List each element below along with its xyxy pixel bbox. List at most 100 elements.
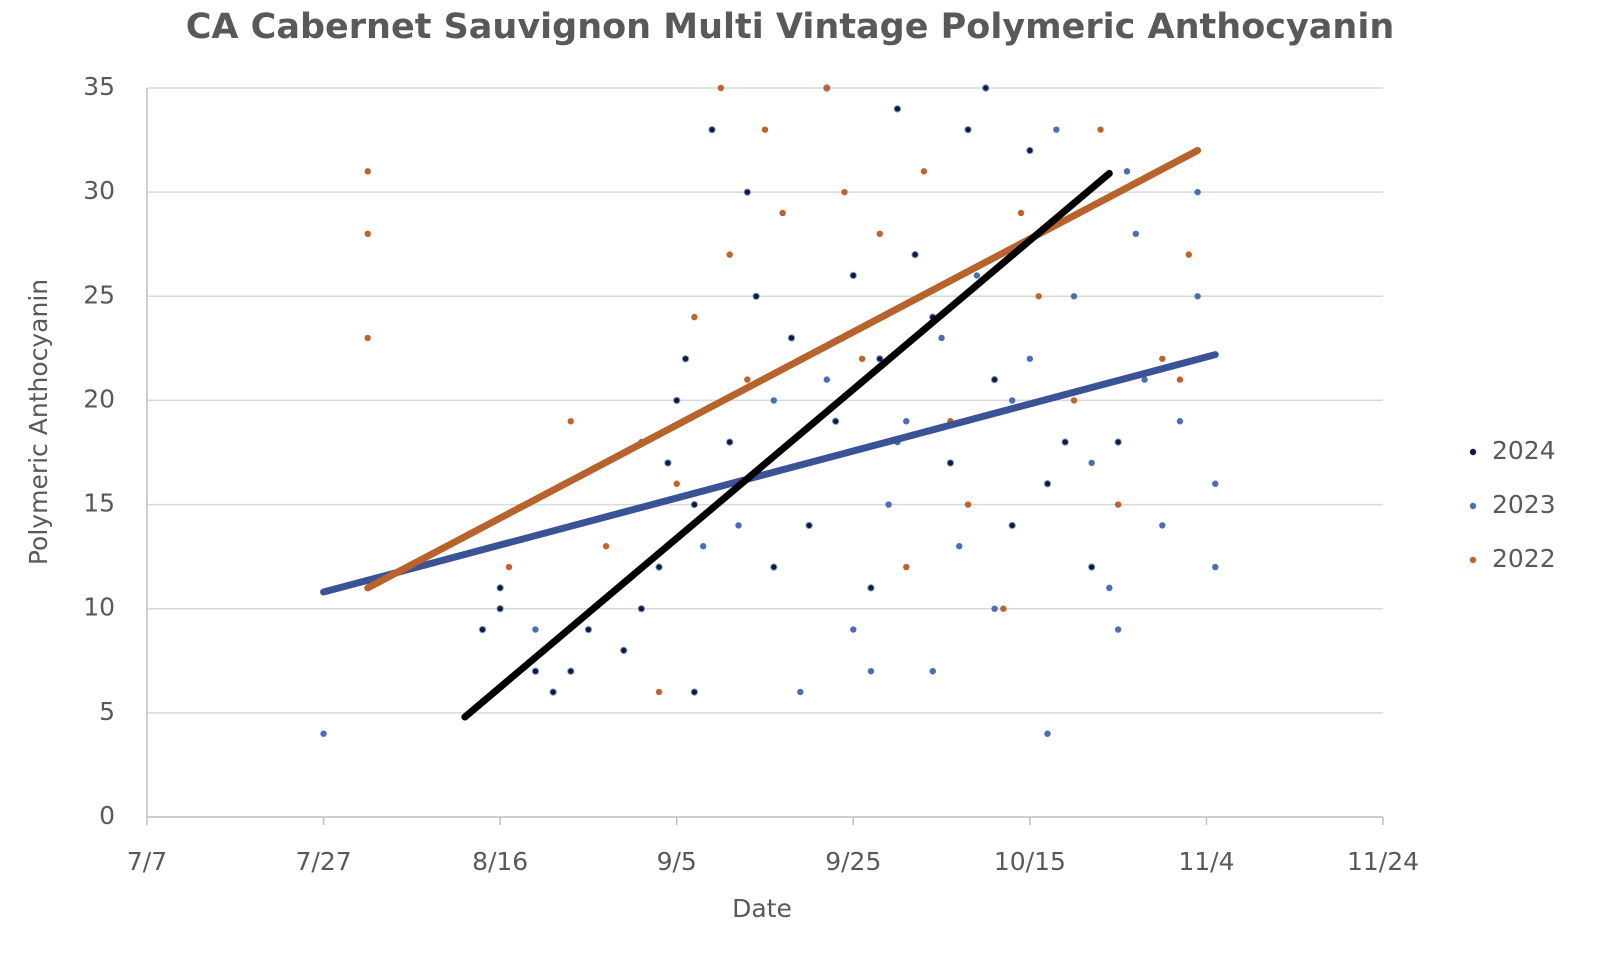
point: [858, 355, 866, 362]
point: [1061, 438, 1069, 446]
point: [1026, 355, 1034, 362]
point: [1000, 605, 1007, 612]
point: [956, 543, 963, 550]
point: [752, 292, 760, 300]
point: [655, 688, 663, 696]
point: [655, 563, 663, 571]
point: [911, 250, 919, 259]
point: [637, 605, 646, 613]
y-tick-label: 35: [83, 72, 115, 101]
point: [364, 230, 371, 237]
y-tick-label: 5: [99, 697, 115, 726]
point: [1070, 397, 1078, 404]
point: [1026, 146, 1034, 155]
legend-label: 2022: [1492, 544, 1556, 573]
point: [1185, 251, 1192, 258]
point: [831, 417, 840, 425]
trendline: [364, 146, 1202, 592]
point: [1159, 522, 1166, 529]
x-tick-label: 7/27: [296, 847, 352, 876]
point: [1044, 730, 1051, 737]
point: [770, 563, 778, 571]
point: [849, 271, 857, 280]
point: [1087, 563, 1096, 571]
point: [1212, 480, 1219, 487]
trendline: [320, 351, 1219, 596]
point: [991, 605, 998, 612]
point: [478, 625, 487, 634]
point: [1176, 418, 1184, 425]
point: [1159, 355, 1166, 362]
point: [867, 584, 875, 592]
x-tick-label: 9/25: [825, 847, 881, 876]
point: [876, 230, 883, 237]
point: [805, 521, 813, 530]
point: [681, 355, 690, 363]
point: [797, 688, 804, 696]
point: [1035, 293, 1042, 300]
point: [1141, 376, 1148, 383]
point: [690, 688, 699, 696]
y-tick-label: 30: [83, 176, 115, 205]
point: [823, 84, 830, 92]
point: [567, 667, 575, 675]
point: [761, 126, 769, 133]
x-tick-label: 7/7: [127, 847, 167, 876]
point: [743, 188, 752, 196]
point: [673, 396, 681, 405]
point: [885, 501, 892, 508]
x-axis-title: Date: [732, 894, 792, 923]
x-tick-label: 9/5: [657, 847, 697, 876]
point: [1194, 188, 1201, 196]
x-tick-label: 11/24: [1347, 847, 1419, 876]
point: [770, 397, 778, 404]
point: [717, 84, 725, 92]
y-tick-label: 15: [83, 489, 115, 518]
point: [1123, 168, 1131, 175]
point: [620, 646, 628, 655]
point: [1017, 209, 1025, 217]
y-tick-label: 0: [99, 801, 115, 830]
chart-title: CA Cabernet Sauvignon Multi Vintage Poly…: [186, 7, 1395, 47]
point: [982, 84, 990, 92]
point: [920, 168, 928, 175]
point: [1043, 480, 1052, 488]
point: [850, 626, 857, 633]
point: [1194, 293, 1201, 300]
point: [1106, 584, 1113, 592]
point: [990, 375, 999, 384]
point: [531, 667, 540, 675]
point: [584, 625, 593, 634]
point: [1070, 293, 1078, 300]
x-tick-label: 8/16: [472, 847, 528, 876]
point: [929, 668, 936, 675]
point: [964, 501, 972, 508]
point: [1009, 397, 1016, 404]
point: [779, 209, 786, 217]
point: [1212, 563, 1219, 571]
point: [496, 584, 504, 592]
point: [1132, 230, 1140, 237]
point: [841, 188, 848, 196]
point: [700, 543, 707, 550]
point: [320, 730, 327, 737]
point: [708, 125, 716, 134]
point: [725, 438, 734, 446]
legend-marker: [1469, 502, 1477, 510]
point: [735, 522, 742, 529]
point: [946, 459, 955, 467]
legend-label: 2023: [1492, 490, 1556, 519]
legend-marker: [1469, 448, 1477, 456]
point: [1114, 438, 1122, 446]
point: [1114, 626, 1122, 633]
point: [602, 543, 610, 550]
point: [1053, 126, 1060, 133]
point: [787, 334, 796, 342]
point: [664, 459, 672, 467]
point: [364, 168, 371, 175]
point: [903, 418, 910, 425]
x-tick-label: 10/15: [994, 847, 1066, 876]
point: [673, 480, 680, 487]
point: [1088, 459, 1095, 467]
